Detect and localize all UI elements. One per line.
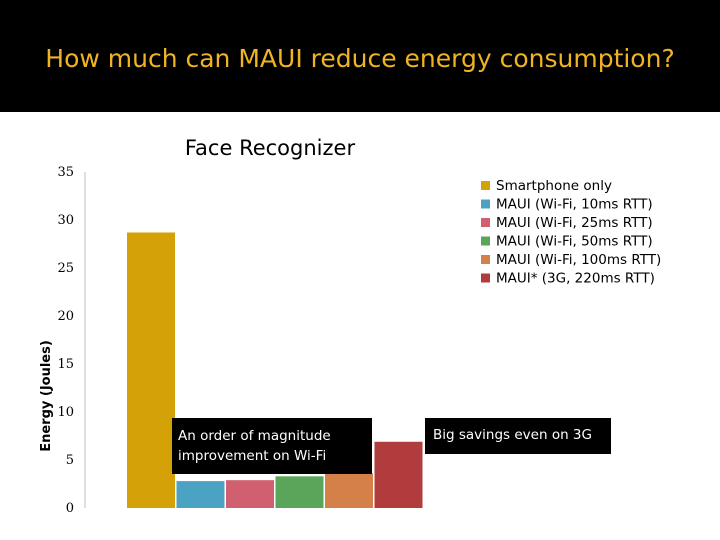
bar-3: [226, 480, 274, 508]
legend-swatch: [481, 255, 490, 264]
chart: Face Recognizer Energy (Joules) 0 5 10 15 20…: [39, 136, 661, 516]
y-tick-label: 35: [57, 165, 74, 180]
y-tick-label: 15: [57, 357, 74, 372]
y-tick-label: 25: [57, 261, 74, 276]
legend-label: MAUI* (3G, 220ms RTT): [496, 271, 655, 287]
bar-5: [325, 473, 373, 508]
legend-label: Smartphone only: [496, 178, 612, 194]
legend-label: MAUI (Wi-Fi, 10ms RTT): [496, 197, 653, 213]
callout-wifi: An order of magnitude improvement on Wi-…: [172, 418, 372, 474]
bar-1: [127, 232, 175, 508]
legend-swatch: [481, 199, 490, 209]
callout-3g: Big savings even on 3G: [425, 418, 611, 454]
bar-4: [275, 476, 324, 508]
y-tick-label: 10: [57, 405, 74, 420]
legend: Smartphone only MAUI (Wi-Fi, 10ms RTT) MAU…: [481, 178, 661, 287]
bar-2: [176, 481, 225, 508]
legend-swatch: [481, 218, 490, 227]
slide-header: How much can MAUI reduce energy consumpt…: [0, 0, 720, 112]
legend-label: MAUI (Wi-Fi, 100ms RTT): [496, 252, 661, 268]
bars: [127, 232, 423, 508]
legend-label: MAUI (Wi-Fi, 50ms RTT): [496, 234, 653, 250]
slide-title: How much can MAUI reduce energy consumpt…: [45, 44, 675, 73]
legend-swatch: [481, 236, 490, 246]
y-axis-ticks: 0 5 10 15 20 25 30 35: [57, 165, 74, 516]
y-axis-label: Energy (Joules): [39, 340, 54, 452]
y-tick-label: 0: [66, 501, 74, 516]
chart-title: Face Recognizer: [185, 136, 356, 160]
y-tick-label: 20: [57, 309, 74, 324]
bar-6: [374, 441, 423, 508]
legend-label: MAUI (Wi-Fi, 25ms RTT): [496, 215, 653, 231]
legend-swatch: [481, 273, 490, 283]
y-tick-label: 5: [66, 453, 74, 468]
legend-swatch: [481, 181, 490, 190]
y-tick-label: 30: [57, 213, 74, 228]
